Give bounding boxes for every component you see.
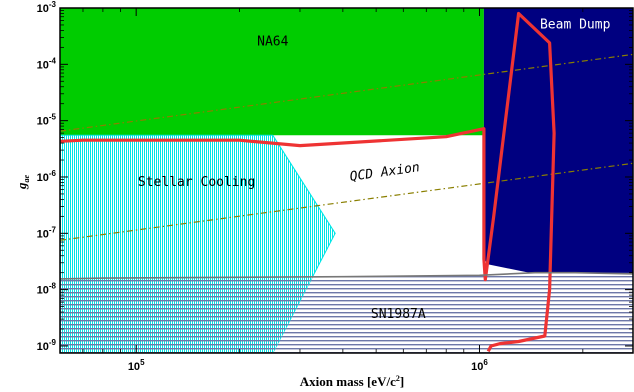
y-tick-label: 10-5: [37, 113, 57, 128]
qcd-axion-line: [60, 162, 634, 241]
region-overlap: [60, 272, 336, 353]
y-tick-label: 10-3: [37, 0, 57, 15]
label-na64: NA64: [257, 34, 288, 49]
label-sn1987a: SN1987A: [371, 307, 426, 322]
x-axis-label: Axion mass [eV/c2]: [300, 374, 404, 389]
plot-frame: [59, 7, 634, 354]
region-beam-dump: [483, 8, 633, 274]
y-tick-label: 10-6: [37, 169, 57, 184]
series-1-line: [60, 53, 634, 132]
x-tick-label: 106: [471, 358, 488, 373]
label-beam-dump: Beam Dump: [540, 18, 611, 33]
y-tick-label: 10-4: [37, 56, 57, 71]
region-na64: [60, 8, 484, 136]
y-axis-label: gae: [14, 175, 31, 191]
label-stellar-cooling: Stellar Cooling: [138, 175, 255, 190]
label-qcd-axion: QCD Axion: [349, 160, 421, 185]
y-tick-label: 10-7: [37, 225, 57, 240]
series-3-line: [60, 271, 634, 280]
x-tick-label: 105: [128, 358, 145, 373]
series-2-line: [60, 11, 556, 353]
y-tick-label: 10-9: [37, 338, 57, 353]
y-tick-label: 10-8: [37, 282, 57, 297]
